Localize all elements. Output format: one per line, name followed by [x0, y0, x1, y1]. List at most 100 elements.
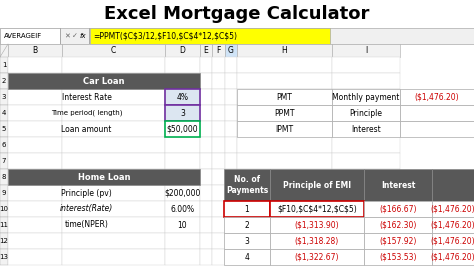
- Bar: [400, 105, 474, 121]
- Bar: [62, 249, 165, 265]
- Bar: [212, 44, 225, 57]
- Text: fx: fx: [80, 33, 86, 39]
- Bar: [212, 153, 225, 169]
- Bar: [332, 233, 400, 249]
- Text: Interest Rate: Interest Rate: [62, 93, 111, 102]
- Bar: [364, 217, 432, 233]
- Text: ($162.30): ($162.30): [379, 221, 417, 230]
- Bar: [332, 89, 400, 105]
- Bar: [237, 249, 332, 265]
- Bar: [332, 44, 400, 57]
- Bar: [332, 121, 400, 137]
- Bar: [0, 185, 8, 201]
- Bar: [200, 44, 212, 57]
- Bar: [224, 201, 270, 217]
- Bar: [62, 73, 165, 89]
- Text: C: C: [111, 46, 116, 55]
- Text: ($1,476.20): ($1,476.20): [431, 204, 474, 213]
- Bar: [200, 153, 212, 169]
- Bar: [332, 57, 400, 73]
- Bar: [0, 89, 8, 105]
- Text: $50,000: $50,000: [167, 124, 198, 133]
- Bar: [332, 153, 400, 169]
- Bar: [332, 169, 400, 185]
- Text: 3: 3: [245, 236, 249, 245]
- Bar: [8, 89, 62, 105]
- Bar: [225, 233, 237, 249]
- Bar: [200, 57, 212, 73]
- Bar: [8, 169, 200, 185]
- Bar: [225, 89, 237, 105]
- Bar: [270, 233, 364, 249]
- Text: interest(Rate): interest(Rate): [60, 204, 113, 213]
- Bar: [200, 217, 212, 233]
- Bar: [332, 201, 400, 217]
- Bar: [212, 217, 225, 233]
- Text: time(NPER): time(NPER): [64, 221, 109, 230]
- Text: ($157.92): ($157.92): [379, 236, 417, 245]
- Bar: [270, 169, 364, 201]
- Bar: [62, 217, 165, 233]
- Bar: [8, 73, 200, 89]
- Text: 7: 7: [2, 158, 6, 164]
- Bar: [432, 169, 474, 201]
- Bar: [237, 153, 332, 169]
- Bar: [62, 57, 165, 73]
- Bar: [225, 201, 237, 217]
- Text: 2: 2: [245, 221, 249, 230]
- Text: 13: 13: [0, 254, 9, 260]
- Bar: [165, 201, 200, 217]
- Text: Principle: Principle: [349, 108, 383, 117]
- Bar: [8, 44, 62, 57]
- Bar: [225, 249, 237, 265]
- Bar: [364, 249, 432, 265]
- Text: ($1,322.67): ($1,322.67): [295, 253, 339, 262]
- Text: Interest: Interest: [351, 124, 381, 133]
- Bar: [332, 137, 400, 153]
- Bar: [225, 105, 237, 121]
- Bar: [400, 89, 474, 105]
- Text: E: E: [204, 46, 209, 55]
- Bar: [62, 185, 165, 201]
- Bar: [332, 73, 400, 89]
- Bar: [332, 89, 400, 105]
- Bar: [8, 185, 62, 201]
- Bar: [8, 153, 62, 169]
- Bar: [237, 44, 332, 57]
- Bar: [165, 121, 200, 137]
- Bar: [212, 233, 225, 249]
- Bar: [165, 233, 200, 249]
- Bar: [237, 89, 332, 105]
- Bar: [332, 105, 400, 121]
- Text: Time period( length): Time period( length): [51, 110, 122, 116]
- Bar: [0, 137, 8, 153]
- Bar: [212, 249, 225, 265]
- Text: ($1,476.20): ($1,476.20): [415, 93, 459, 102]
- Text: Car Loan: Car Loan: [83, 76, 125, 85]
- Bar: [225, 57, 237, 73]
- Text: Home Loan: Home Loan: [78, 173, 130, 182]
- Bar: [8, 169, 62, 185]
- Bar: [237, 105, 332, 121]
- Text: PMT: PMT: [276, 93, 292, 102]
- Bar: [0, 233, 8, 249]
- Bar: [200, 201, 212, 217]
- Bar: [165, 57, 200, 73]
- Text: 10: 10: [0, 206, 9, 212]
- Bar: [0, 121, 8, 137]
- Text: $F10,$C$4*12,$C$5): $F10,$C$4*12,$C$5): [277, 204, 357, 213]
- Bar: [400, 121, 474, 137]
- Text: 1: 1: [245, 204, 249, 213]
- Text: 8: 8: [2, 174, 6, 180]
- Text: ($153.53): ($153.53): [379, 253, 417, 262]
- Bar: [432, 201, 474, 217]
- Bar: [224, 217, 270, 233]
- Bar: [0, 105, 8, 121]
- Bar: [60, 28, 61, 44]
- Bar: [237, 185, 332, 201]
- Bar: [212, 201, 225, 217]
- Text: 3: 3: [180, 108, 185, 117]
- Bar: [8, 105, 62, 121]
- Bar: [165, 153, 200, 169]
- Bar: [200, 137, 212, 153]
